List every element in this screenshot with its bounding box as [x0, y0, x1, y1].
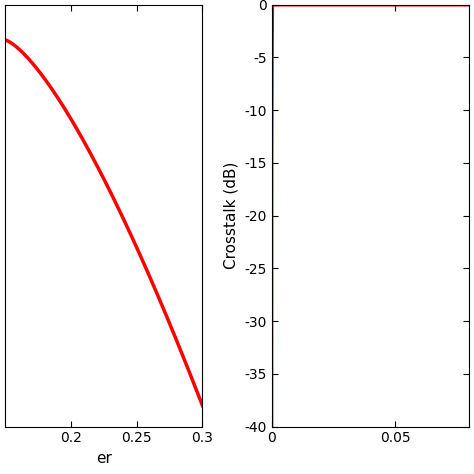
- X-axis label: er: er: [96, 451, 111, 466]
- Y-axis label: Crosstalk (dB): Crosstalk (dB): [224, 162, 239, 269]
